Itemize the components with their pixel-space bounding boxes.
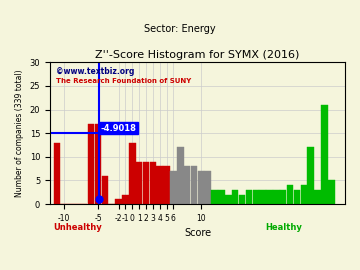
Bar	[204, 171, 211, 204]
Bar	[150, 161, 156, 204]
Text: Unhealthy: Unhealthy	[53, 223, 102, 232]
Bar	[239, 195, 245, 204]
Bar	[191, 166, 197, 204]
Bar	[129, 143, 135, 204]
Bar	[157, 166, 163, 204]
Bar	[122, 195, 129, 204]
Bar	[252, 190, 259, 204]
Bar	[143, 161, 149, 204]
Bar	[280, 190, 287, 204]
Bar	[301, 185, 307, 204]
Text: The Research Foundation of SUNY: The Research Foundation of SUNY	[56, 78, 191, 84]
Bar	[273, 190, 280, 204]
Bar	[102, 176, 108, 204]
Y-axis label: Number of companies (339 total): Number of companies (339 total)	[15, 69, 24, 197]
Text: Healthy: Healthy	[265, 223, 302, 232]
Bar	[115, 199, 122, 204]
Text: Sector: Energy: Sector: Energy	[144, 24, 216, 34]
X-axis label: Score: Score	[184, 228, 211, 238]
Bar	[328, 180, 334, 204]
Bar	[260, 190, 266, 204]
Bar	[314, 190, 321, 204]
Bar	[211, 190, 218, 204]
Bar	[170, 171, 177, 204]
Bar	[294, 190, 300, 204]
Bar	[198, 171, 204, 204]
Bar	[95, 124, 101, 204]
Bar	[218, 190, 225, 204]
Bar	[177, 147, 184, 204]
Bar	[287, 185, 293, 204]
Bar	[163, 166, 170, 204]
Title: Z''-Score Histogram for SYMX (2016): Z''-Score Histogram for SYMX (2016)	[95, 50, 300, 60]
Bar	[321, 105, 328, 204]
Text: -4.9018: -4.9018	[101, 124, 136, 133]
Bar	[54, 143, 60, 204]
Bar	[266, 190, 273, 204]
Bar	[246, 190, 252, 204]
Bar	[232, 190, 238, 204]
Text: ©www.textbiz.org: ©www.textbiz.org	[56, 66, 134, 76]
Bar	[136, 161, 142, 204]
Bar	[225, 195, 231, 204]
Bar	[184, 166, 190, 204]
Bar	[307, 147, 314, 204]
Bar	[88, 124, 94, 204]
